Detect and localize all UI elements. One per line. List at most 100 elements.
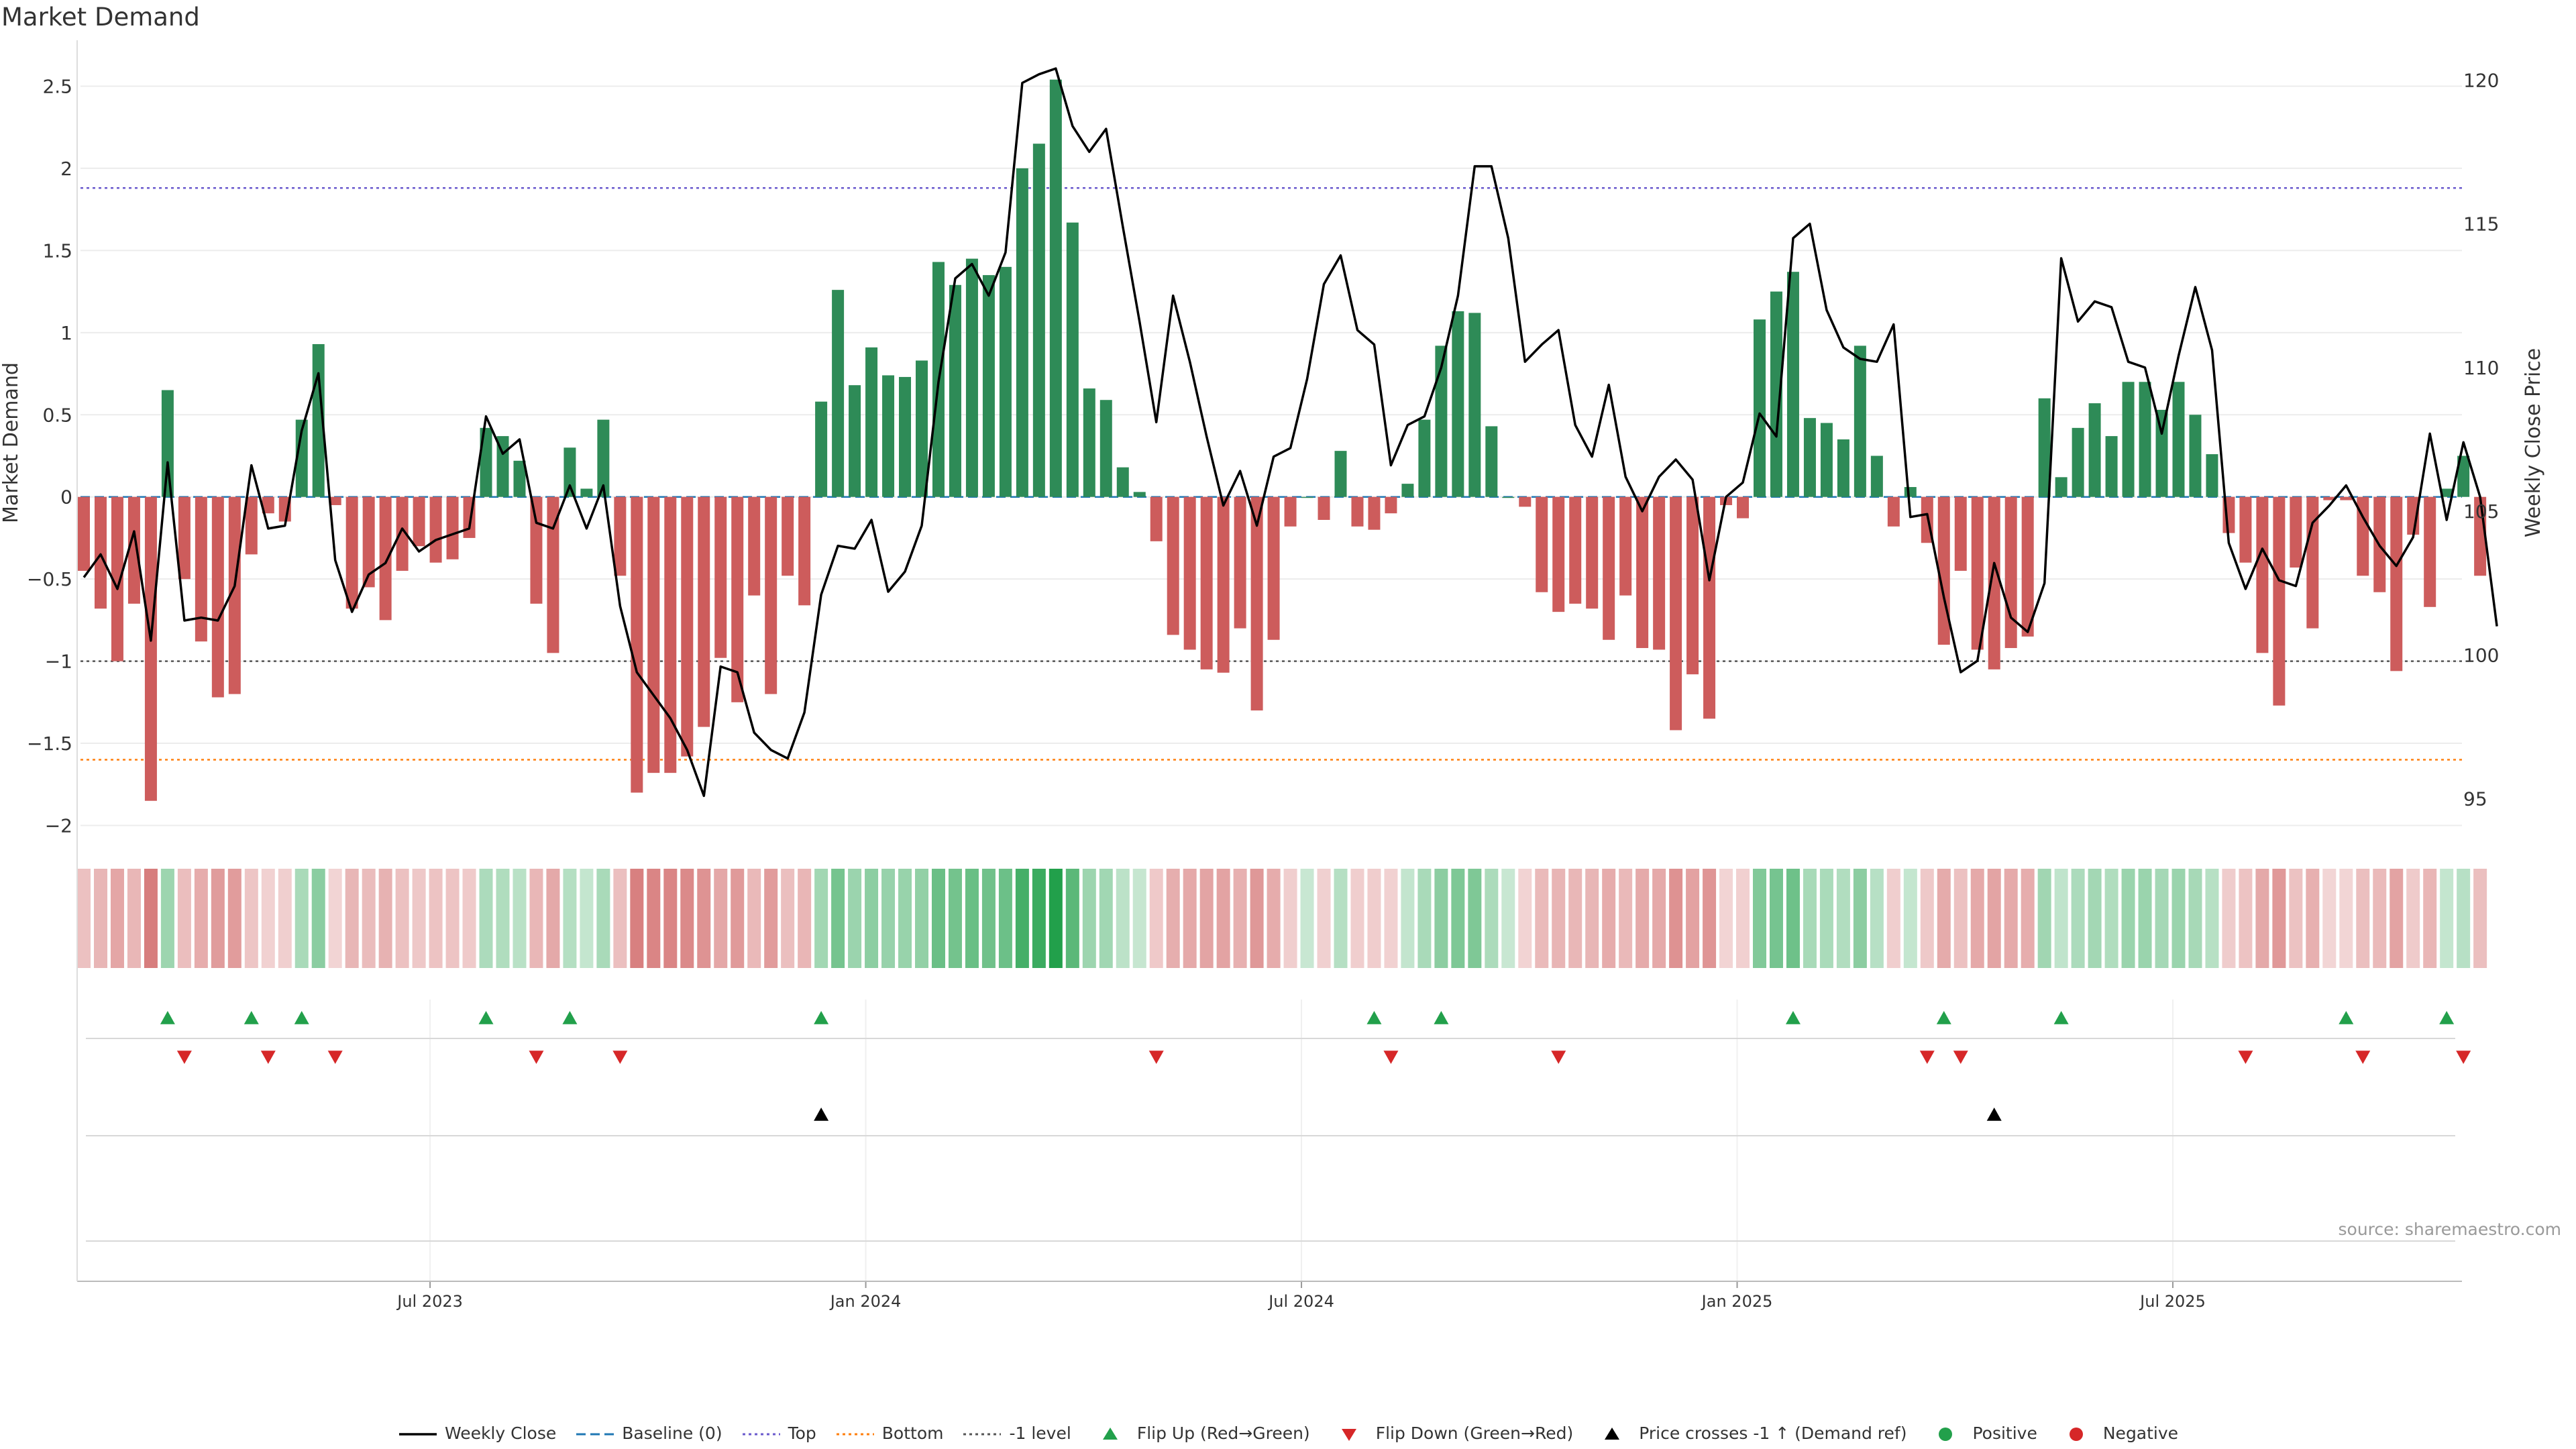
demand-bar-negative [1586,496,1599,609]
demand-bar-negative [1619,496,1632,596]
demand-bar-negative [714,496,727,658]
demand-bar-positive [2122,382,2135,497]
legend-item: Weekly Close [398,1424,556,1443]
flip-up-marker [2053,1011,2069,1024]
demand-bar-negative [2424,496,2436,607]
legend: Weekly Close Baseline (0) Top Bottom -1 leve… [0,1422,2576,1443]
legend-label: Price crosses -1 ↑ (Demand ref) [1639,1423,1907,1443]
flip-down-marker [612,1051,628,1064]
legend-label: Flip Up (Red→Green) [1136,1423,1310,1443]
intensity-cell [1334,869,1348,968]
demand-bar-positive [999,266,1012,497]
demand-bar-positive [1452,311,1464,497]
intensity-cell [2390,869,2404,968]
demand-bar-negative [698,496,710,727]
chart-title: Market Demand [1,3,200,32]
intensity-cell [1300,869,1314,968]
intensity-cell [2188,869,2202,968]
demand-bar-positive [1099,400,1112,497]
intensity-cell [1032,869,1046,968]
intensity-cell [714,869,728,968]
demand-bar-negative [1385,496,1397,514]
legend-item: Flip Up (Red→Green) [1090,1424,1310,1443]
intensity-cell [1049,869,1063,968]
intensity-cell [1082,869,1096,968]
demand-bar-negative [1971,496,1984,650]
legend-item: Positive [1925,1424,2037,1443]
demand-bar-positive [1485,426,1498,497]
intensity-cell [1451,869,1465,968]
demand-bar-negative [1954,496,1967,571]
flip-down-marker [1919,1051,1935,1064]
demand-bar-positive [1133,492,1146,497]
demand-bar-positive [882,375,895,497]
flip-up-marker [2339,1011,2354,1024]
demand-bar-negative [748,496,761,596]
legend-swatch [576,1433,614,1435]
demand-bar-negative [1234,496,1246,629]
legend-swatch [836,1433,874,1435]
demand-bar-positive [815,401,828,497]
intensity-cell [2473,869,2487,968]
intensity-cell [1635,869,1650,968]
demand-bar-negative [396,496,409,571]
flip-down-marker [2456,1051,2471,1064]
intensity-cell [2004,869,2018,968]
intensity-cell [227,869,241,968]
legend-swatch [1102,1427,1118,1440]
right-axis-label: Weekly Close Price [2522,348,2545,537]
intensity-cell [546,869,560,968]
intensity-cell [412,869,426,968]
intensity-cell [2440,869,2454,968]
flip-up-marker [1785,1011,1801,1024]
legend-item: -1 level [962,1424,1071,1443]
flip-up-marker [160,1011,175,1024]
demand-bar-negative [1636,496,1649,649]
intensity-cell [1132,869,1146,968]
intensity-cell [2222,869,2236,968]
intensity-cell [1233,869,1247,968]
demand-bar-negative [1519,496,1532,507]
intensity-cell [998,869,1012,968]
demand-bar-negative [530,496,543,604]
demand-bar-positive [1049,79,1062,497]
demand-bar-negative [2323,496,2336,500]
reference-levels [80,187,2462,761]
intensity-cell [2339,869,2353,968]
demand-bar-negative [1603,496,1615,640]
intensity-cell [1317,869,1331,968]
legend-label: Positive [1972,1423,2037,1443]
demand-bar-positive [2440,488,2453,497]
demand-bar-negative [765,496,777,694]
demand-bar-negative [1217,496,1230,673]
demand-bar-positive [564,447,576,497]
left-tick-label: −0.5 [27,568,72,590]
intensity-cell [479,869,493,968]
intensity-cell [328,869,342,968]
intensity-cell [2255,869,2269,968]
demand-bar-negative [547,496,559,653]
intensity-cell [1886,869,1900,968]
demand-bar-positive [899,376,912,497]
demand-bar-negative [1686,496,1699,675]
intensity-cell [1769,869,1783,968]
demand-bar-positive [2155,409,2168,497]
intensity-cell [596,869,610,968]
intensity-cell [1350,869,1364,968]
flip-up-marker [478,1011,494,1024]
demand-bar-negative [2357,496,2369,576]
demand-bar-positive [1401,484,1414,497]
demand-bar-negative [2340,496,2353,500]
intensity-cell [2071,869,2085,968]
demand-bar-negative [664,496,677,773]
demand-bar-negative [1183,496,1196,650]
demand-bar-positive [2172,382,2185,497]
demand-bar-positive [1820,423,1833,497]
intensity-cell [2423,869,2437,968]
intensity-cell [1267,869,1281,968]
intensity-cell [1836,869,1850,968]
price-line-group [83,67,2498,798]
axes: −2 −1.5 −1 −0.5 0 0.5 1 1.5 2 2.5 95 100 105 110 115 12… [27,40,2499,1311]
demand-bar-negative [731,496,744,702]
flip-up-marker [1434,1011,1449,1024]
